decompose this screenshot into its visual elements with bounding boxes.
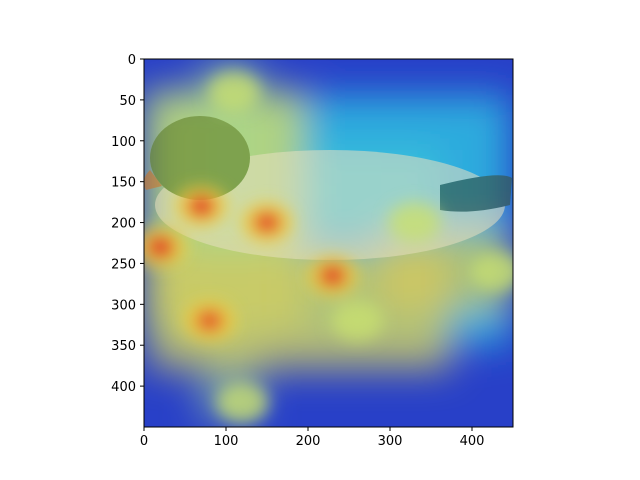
y-tick-label: 50 — [119, 94, 136, 109]
hotspot-core — [253, 211, 281, 234]
hotspot-core — [195, 309, 224, 332]
hotspot-core — [187, 195, 216, 218]
hotspot-outer — [388, 202, 441, 243]
hotspot-outer — [470, 251, 513, 292]
y-tick-label: 300 — [111, 298, 136, 313]
y-tick-label: 100 — [111, 135, 136, 150]
y-tick-label: 350 — [111, 339, 136, 354]
x-tick-label: 100 — [214, 434, 239, 449]
hotspot-outer — [216, 382, 269, 423]
hotspot-outer — [331, 300, 384, 341]
plot-frame — [143, 58, 514, 428]
y-tick-label: 200 — [111, 217, 136, 232]
hotspot-core — [146, 236, 175, 259]
x-tick-label: 400 — [460, 434, 485, 449]
plot-area — [144, 59, 513, 427]
x-tick-label: 0 — [140, 434, 148, 449]
heatmap-hotspots — [144, 71, 513, 423]
y-tick-label: 400 — [111, 380, 136, 395]
x-tick-label: 300 — [378, 434, 403, 449]
y-axis: 0 50 100 150 200 250 300 350 400 — [111, 53, 144, 395]
y-tick-label: 0 — [128, 53, 136, 68]
x-axis: 0 100 200 300 400 — [140, 427, 485, 449]
y-tick-label: 150 — [111, 176, 136, 191]
y-tick-label: 250 — [111, 257, 136, 272]
x-tick-label: 200 — [296, 434, 321, 449]
hotspot-outer — [208, 71, 261, 112]
hotspot-core — [318, 264, 347, 287]
